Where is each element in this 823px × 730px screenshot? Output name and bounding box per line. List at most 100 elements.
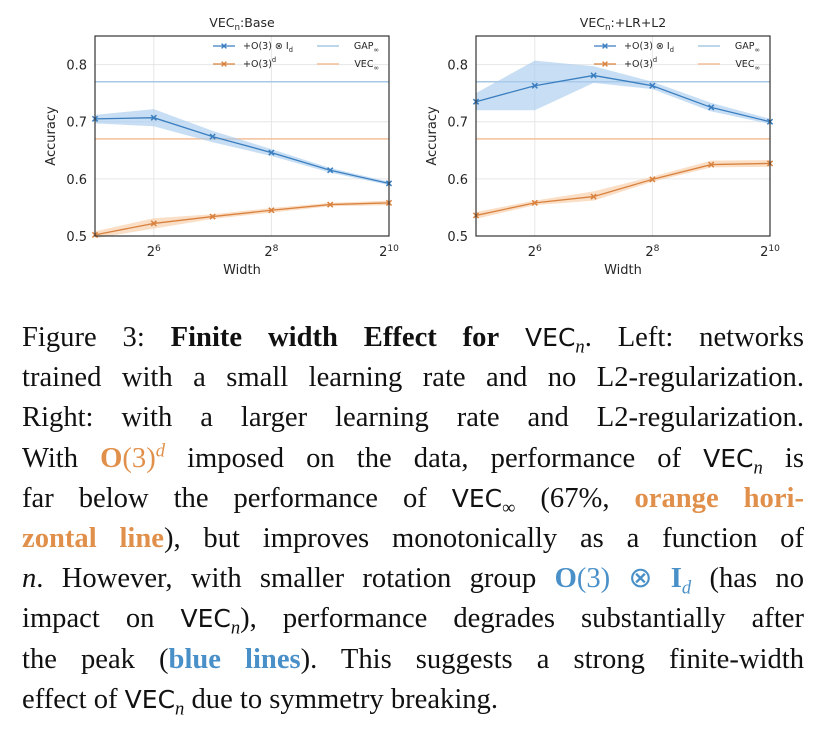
figure: 0.5 0.6 0.7 0.8 26 28 210 Width Accuracy VECn:Bas… bbox=[0, 0, 823, 300]
x-tick-label-main: 2 bbox=[147, 245, 155, 260]
x-tick-label-sup: 8 bbox=[273, 244, 279, 254]
series-line bbox=[475, 162, 771, 217]
y-tick-label: 0.8 bbox=[66, 59, 87, 74]
data-point bbox=[150, 220, 157, 227]
caption-text: is bbox=[784, 442, 804, 474]
y-tick-label: 0.7 bbox=[447, 116, 468, 131]
subscript-d: d bbox=[681, 577, 692, 599]
chart-title-sub: n bbox=[605, 23, 611, 33]
data-point-marker bbox=[268, 149, 275, 156]
legend-label-sub: ∞ bbox=[373, 64, 379, 72]
y-axis-label: Accuracy bbox=[44, 106, 59, 166]
caption-text: . Left: networks bbox=[584, 322, 804, 353]
x-tick-label-sup: 10 bbox=[387, 244, 399, 254]
legend-label: +O(3) ⊗ Id bbox=[243, 41, 293, 54]
caption-line-2: trained with a small learning rate and n… bbox=[22, 362, 804, 394]
data-point bbox=[531, 199, 538, 206]
legend-label-main: +O(3) bbox=[243, 59, 272, 70]
data-point-marker bbox=[590, 193, 597, 200]
legend-label-sup: d bbox=[272, 56, 276, 64]
legend-label-main: +O(3) ⊗ I bbox=[624, 41, 670, 52]
data-point bbox=[150, 114, 157, 121]
y-tick-label: 0.5 bbox=[447, 230, 468, 245]
caption-text: ). This suggests a strong finite-width bbox=[300, 643, 804, 675]
x-tick-label-sup: 10 bbox=[768, 244, 780, 254]
legend-label-sub: d bbox=[670, 46, 674, 54]
chart-title-main: VEC bbox=[209, 15, 234, 30]
caption-text: impact on bbox=[22, 603, 155, 635]
caption-text: effect of bbox=[22, 683, 118, 715]
chart-title: VECn:Base bbox=[209, 15, 275, 33]
subscript-n: n bbox=[230, 618, 241, 640]
caption-line-6: zontal line), but improves monotonically… bbox=[22, 519, 804, 559]
plot-right: 0.50.60.70.826 28 210WidthAccuracyVECn:+LR… bbox=[425, 15, 780, 278]
data-point-marker bbox=[708, 161, 715, 168]
caption-line-3: Right: with a larger learning rate and L… bbox=[22, 402, 804, 434]
data-point-marker bbox=[209, 213, 216, 220]
vec-symbol: VEC bbox=[180, 604, 231, 634]
legend-label-main: VEC bbox=[354, 59, 374, 70]
caption-line-10: effect of VECn due to symmetry breaking. bbox=[22, 680, 804, 720]
caption-text: ), performance degrades substantially af… bbox=[240, 603, 804, 635]
legend-label: +O(3)d bbox=[243, 56, 276, 70]
legend-marker bbox=[221, 43, 227, 49]
y-axis-label: Accuracy bbox=[425, 106, 440, 166]
orange-highlight: zontal line bbox=[22, 523, 164, 555]
data-point bbox=[649, 82, 656, 89]
y-tick-label: 0.6 bbox=[447, 173, 468, 188]
orange-highlight: orange hori- bbox=[634, 482, 805, 514]
data-point bbox=[590, 72, 597, 79]
x-tick-label: 28 bbox=[264, 244, 278, 260]
chart-title-rest: :+LR+L2 bbox=[611, 15, 667, 30]
x-tick-label-main: 2 bbox=[528, 245, 536, 260]
y-tick-label: 0.7 bbox=[66, 116, 87, 131]
data-point-marker bbox=[150, 114, 157, 121]
legend-label: GAP∞ bbox=[735, 41, 760, 54]
confidence-band bbox=[476, 160, 770, 219]
x-tick-label: 28 bbox=[645, 244, 659, 260]
data-point-marker bbox=[268, 207, 275, 214]
data-point-marker bbox=[649, 176, 656, 183]
data-point bbox=[268, 207, 275, 214]
caption-text: imposed on the data, performance of bbox=[187, 442, 682, 474]
plot-left: 0.50.60.70.826 28 210WidthAccuracyVECn:Bas… bbox=[44, 15, 399, 278]
data-point bbox=[268, 149, 275, 156]
legend-label: VEC∞ bbox=[735, 59, 760, 72]
caption-title: Finite width Effect for bbox=[170, 322, 500, 353]
blue-highlight: blue lines bbox=[168, 643, 301, 675]
vec-symbol: VEC bbox=[703, 443, 754, 473]
legend-label-main: VEC bbox=[735, 59, 755, 70]
data-point bbox=[327, 201, 334, 208]
data-point-marker bbox=[150, 220, 157, 227]
caption-text: far below the performance of bbox=[22, 482, 427, 514]
math-n: n bbox=[22, 563, 37, 595]
caption-text: the peak ( bbox=[22, 643, 169, 675]
legend-label-sup: d bbox=[653, 56, 657, 64]
x-tick-label-sup: 6 bbox=[536, 244, 542, 254]
legend-label-sub: d bbox=[289, 46, 293, 54]
data-point bbox=[708, 104, 715, 111]
x-tick-label: 210 bbox=[760, 244, 780, 260]
legend-label-sub: ∞ bbox=[754, 64, 760, 72]
x-axis-label: Width bbox=[223, 263, 261, 278]
caption-line-9: the peak (blue lines). This suggests a s… bbox=[22, 640, 804, 680]
subscript-n: n bbox=[175, 698, 185, 720]
y-tick-label: 0.6 bbox=[66, 173, 87, 188]
chart-title-main: VEC bbox=[580, 15, 605, 30]
confidence-band bbox=[476, 60, 770, 124]
x-axis-label: Width bbox=[604, 263, 642, 278]
data-point-marker bbox=[327, 167, 334, 174]
legend-label-main: GAP bbox=[735, 41, 755, 52]
y-tick-label: 0.8 bbox=[447, 59, 468, 74]
data-point-marker bbox=[531, 199, 538, 206]
caption-text: (67%, bbox=[540, 482, 610, 514]
legend-label-main: GAP bbox=[354, 41, 374, 52]
series-line bbox=[94, 202, 390, 236]
series-line bbox=[475, 74, 771, 123]
legend-label-main: +O(3) bbox=[624, 59, 653, 70]
vec-symbol: VEC bbox=[124, 684, 176, 714]
x-tick-label: 210 bbox=[379, 244, 399, 260]
legend-label-main: +O(3) ⊗ I bbox=[243, 41, 289, 52]
